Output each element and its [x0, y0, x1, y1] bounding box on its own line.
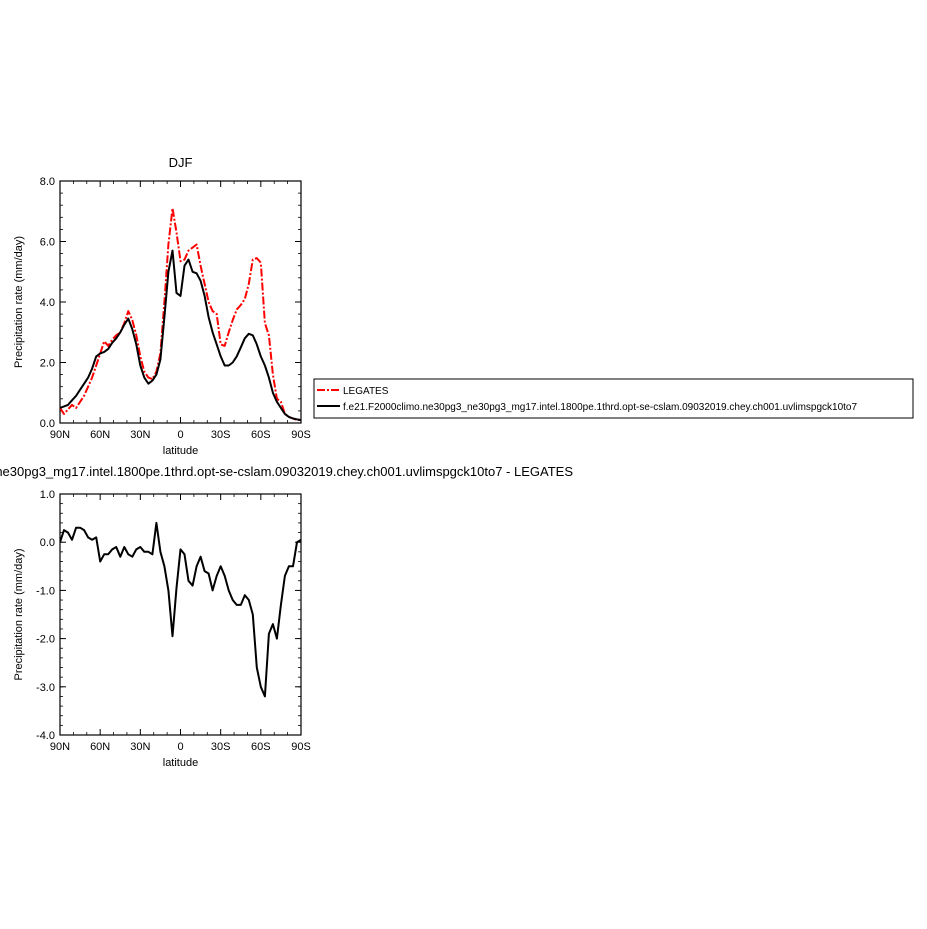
x-tick-label: 90S [291, 429, 311, 441]
bottom-panel: 90N 60N 30N 0 30S 60S 90S -4.0 -3.0 -2.0 -1.0 0.0 1.… [0, 464, 573, 769]
top-panel: 90N 60N 30N 0 30S 60S 90S 0.0 2.0 4.0 6.0 8.0 latitu… [13, 155, 311, 457]
series-line-0 [60, 521, 301, 698]
plot-frame [59, 180, 302, 424]
x-tick-label: 30N [130, 429, 150, 441]
x-tick-label: 0 [177, 741, 183, 753]
x-tick-label: 30S [211, 429, 231, 441]
y-tick-label: 4.0 [40, 297, 55, 309]
y-tick-label: -2.0 [36, 634, 55, 646]
legend-label-1: f.e21.F2000climo.ne30pg3_ne30pg3_mg17.in… [343, 402, 857, 413]
x-tick-label: 0 [177, 429, 183, 441]
series-line-0 [60, 207, 301, 421]
y-tick-label: 2.0 [40, 358, 55, 370]
y-axis-label: Precipitation rate (mm/day) [13, 236, 25, 368]
x-tick-label: 60S [251, 741, 271, 753]
plot-frame [59, 493, 302, 736]
x-tick-label: 30S [211, 741, 231, 753]
x-tick-label: 30N [130, 741, 150, 753]
y-axis-label: Precipitation rate (mm/day) [13, 548, 25, 680]
y-tick-label: 8.0 [40, 176, 55, 188]
series-line-1 [60, 249, 301, 421]
legend-box [313, 378, 914, 419]
x-axis-label: latitude [163, 757, 198, 769]
legend-label-0: LEGATES [343, 386, 389, 397]
y-tick-label: -3.0 [36, 682, 55, 694]
x-tick-label: 60S [251, 429, 271, 441]
x-tick-label: 60N [90, 741, 110, 753]
y-tick-label: 0.0 [40, 418, 55, 430]
x-tick-label: 90N [50, 429, 70, 441]
x-axis-label: latitude [163, 445, 198, 457]
y-tick-label: -4.0 [36, 730, 55, 742]
y-tick-label: 0.0 [40, 537, 55, 549]
y-tick-label: 1.0 [40, 489, 55, 501]
y-tick-label: -1.0 [36, 585, 55, 597]
chart-title: f.e21.F2000climo.ne30pg3_ne30pg3_mg17.in… [0, 464, 573, 479]
x-tick-label: 90S [291, 741, 311, 753]
x-tick-label: 90N [50, 741, 70, 753]
x-tick-label: 60N [90, 429, 110, 441]
legend: LEGATES f.e21.F2000climo.ne30pg3_ne30pg3_… [313, 378, 914, 419]
y-tick-label: 6.0 [40, 237, 55, 249]
chart-title: DJF [169, 155, 193, 170]
